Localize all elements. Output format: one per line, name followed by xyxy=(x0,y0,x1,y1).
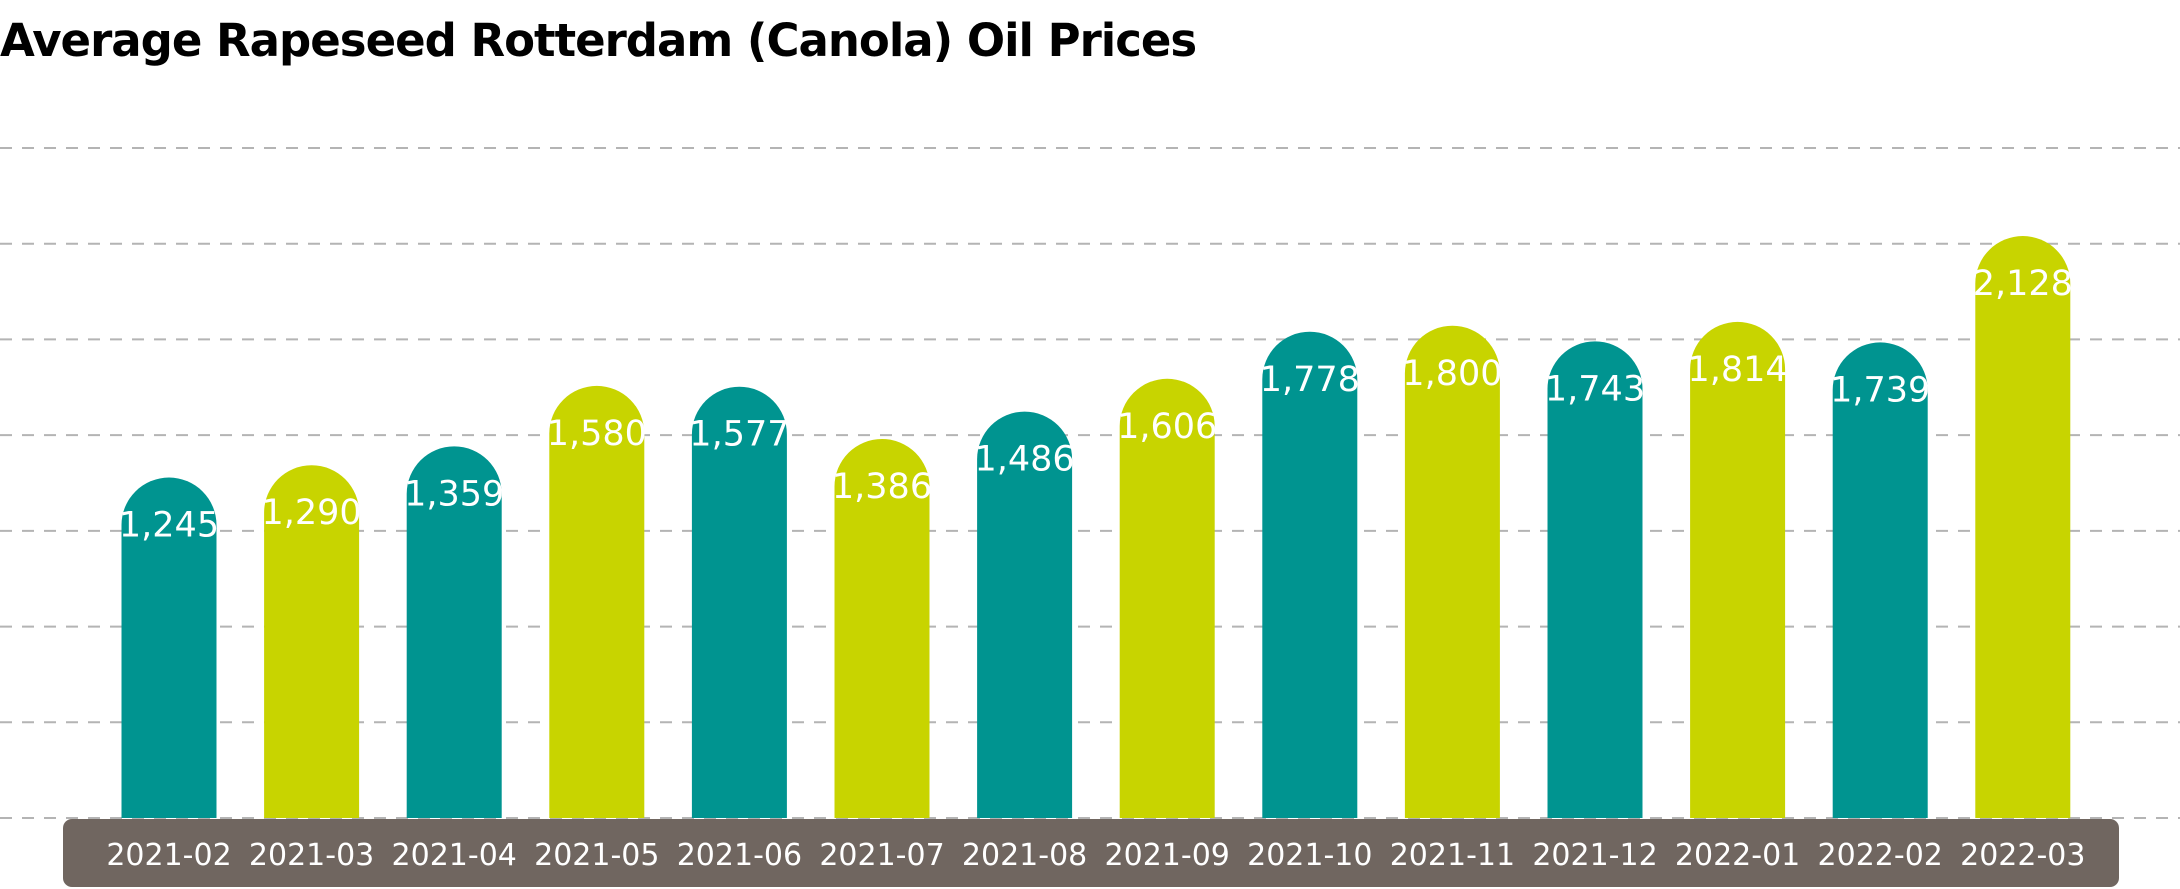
x-tick-label: 2021-07 xyxy=(819,838,944,873)
x-tick-label: 2022-01 xyxy=(1675,838,1800,873)
x-tick-label: 2021-09 xyxy=(1105,838,1230,873)
x-tick-label: 2021-11 xyxy=(1390,838,1515,873)
value-label: 1,800 xyxy=(1402,354,1502,394)
value-label: 1,739 xyxy=(1830,370,1930,410)
bar-2022-01 xyxy=(1690,321,1786,818)
value-labels: 1,245 1,290 1,359 1,580 1,577 1,386 1,486 1,606… xyxy=(119,264,2073,545)
x-tick-label: 2021-12 xyxy=(1532,838,1657,873)
bar-2021-04 xyxy=(406,446,502,818)
value-label: 1,743 xyxy=(1545,369,1645,409)
chart-title: Average Rapeseed Rotterdam (Canola) Oil … xyxy=(0,14,1197,67)
value-label: 1,486 xyxy=(974,440,1074,480)
gridlines xyxy=(0,147,2180,819)
bars xyxy=(121,236,2071,819)
value-label: 1,606 xyxy=(1117,407,1217,447)
x-tick-label: 2021-04 xyxy=(392,838,517,873)
x-axis-band xyxy=(63,819,2119,887)
value-label: 1,814 xyxy=(1687,350,1787,390)
x-tick-labels: 2021-02 2021-03 2021-04 2021-05 2021-06 2021-… xyxy=(106,838,2085,873)
bar-2021-12 xyxy=(1547,341,1643,818)
bar-2021-11 xyxy=(1404,325,1500,818)
value-label: 1,778 xyxy=(1260,360,1360,400)
bar-2021-03 xyxy=(264,465,360,818)
x-tick-label: 2021-06 xyxy=(677,838,802,873)
value-label: 1,577 xyxy=(689,415,789,455)
value-label: 1,245 xyxy=(119,506,219,546)
value-label: 1,386 xyxy=(832,467,932,507)
bar-2021-09 xyxy=(1119,378,1215,818)
bar-2021-07 xyxy=(834,438,930,818)
x-tick-label: 2021-08 xyxy=(962,838,1087,873)
value-label: 1,290 xyxy=(261,493,361,533)
value-label: 2,128 xyxy=(1973,264,2073,304)
bar-2021-05 xyxy=(549,385,645,818)
bar-2022-03 xyxy=(1975,236,2071,819)
x-tick-label: 2022-03 xyxy=(1960,838,2085,873)
bar-2022-02 xyxy=(1832,342,1928,818)
value-label: 1,359 xyxy=(404,474,504,514)
x-tick-label: 2021-10 xyxy=(1247,838,1372,873)
bar-2021-06 xyxy=(691,386,787,818)
bar-2021-10 xyxy=(1262,331,1358,818)
value-label: 1,580 xyxy=(547,414,647,454)
x-tick-label: 2021-05 xyxy=(534,838,659,873)
x-tick-label: 2021-02 xyxy=(106,838,231,873)
bar-2021-08 xyxy=(977,411,1073,818)
x-tick-label: 2021-03 xyxy=(249,838,374,873)
bar-2021-02 xyxy=(121,477,217,818)
x-tick-label: 2022-02 xyxy=(1818,838,1943,873)
